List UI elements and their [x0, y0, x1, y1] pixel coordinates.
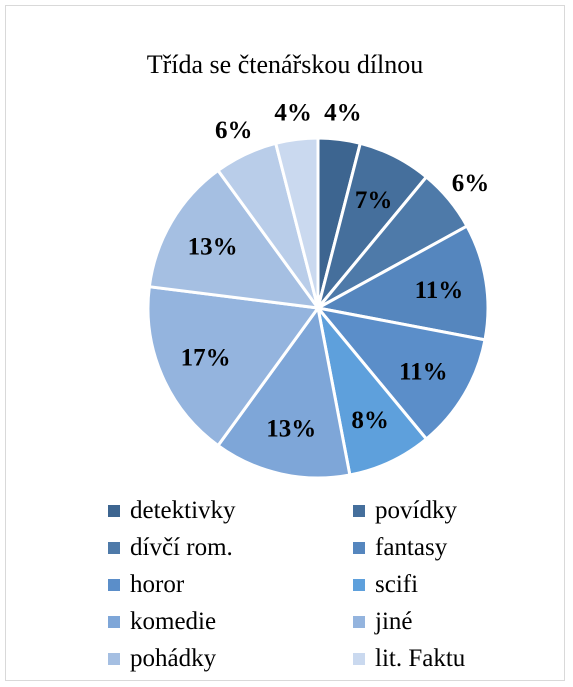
- pie-slices: [146, 136, 490, 480]
- legend-item: povídky: [353, 494, 528, 527]
- legend-item: detektivky: [108, 494, 353, 527]
- legend-swatch: [353, 652, 365, 665]
- pie-slice: [215, 304, 352, 480]
- pie-data-label: 7%: [355, 187, 393, 214]
- pie-data-label: 11%: [399, 358, 448, 385]
- legend-swatch: [353, 615, 365, 628]
- legend-label: fantasy: [375, 533, 448, 561]
- legend-label: povídky: [375, 496, 457, 524]
- legend-label: komedie: [130, 607, 217, 635]
- legend-label: scifi: [375, 570, 419, 598]
- legend-label: pohádky: [130, 644, 217, 672]
- legend-item: scifi: [353, 568, 528, 601]
- legend-swatch: [108, 541, 120, 554]
- legend-swatch: [353, 541, 365, 554]
- chart-legend: detektivky povídky dívčí rom. fantasy horor s…: [108, 494, 528, 675]
- legend-item: dívčí rom.: [108, 531, 353, 564]
- pie-data-label: 13%: [188, 234, 238, 261]
- legend-label: lit. Faktu: [375, 644, 466, 672]
- pie-data-label: 4%: [324, 100, 362, 127]
- pie-slice: [313, 224, 490, 342]
- pie-data-label: 11%: [415, 277, 464, 304]
- legend-swatch: [108, 615, 120, 628]
- legend-label: detektivky: [130, 496, 236, 524]
- pie-data-label: 6%: [452, 170, 490, 197]
- legend-swatch: [108, 578, 120, 591]
- pie-slice: [146, 285, 321, 448]
- legend-swatch: [108, 504, 120, 517]
- pie-data-label: 13%: [266, 415, 316, 442]
- legend-item: lit. Faktu: [353, 642, 528, 675]
- pie-slice: [273, 136, 320, 309]
- legend-item: horor: [108, 568, 353, 601]
- pie-data-label: 4%: [274, 100, 312, 127]
- pie-data-label: 8%: [351, 407, 389, 434]
- legend-item: jiné: [353, 605, 528, 638]
- pie-data-labels: 4% 7% 6% 11% 11% 8% 13% 17% 13% 6% 4%: [181, 100, 490, 443]
- legend-swatch: [353, 578, 365, 591]
- pie-slice: [147, 168, 322, 310]
- legend-item: pohádky: [108, 642, 353, 675]
- pie-data-label: 6%: [215, 117, 253, 144]
- pie-slice: [314, 305, 487, 442]
- legend-swatch: [108, 652, 120, 665]
- legend-item: komedie: [108, 605, 353, 638]
- chart-title: Třída se čtenářskou dílnou: [146, 50, 424, 79]
- legend-item: fantasy: [353, 531, 528, 564]
- legend-label: dívčí rom.: [130, 533, 233, 561]
- legend-swatch: [353, 504, 365, 517]
- legend-label: horor: [130, 570, 185, 598]
- pie-data-label: 17%: [181, 345, 231, 372]
- legend-label: jiné: [375, 607, 413, 635]
